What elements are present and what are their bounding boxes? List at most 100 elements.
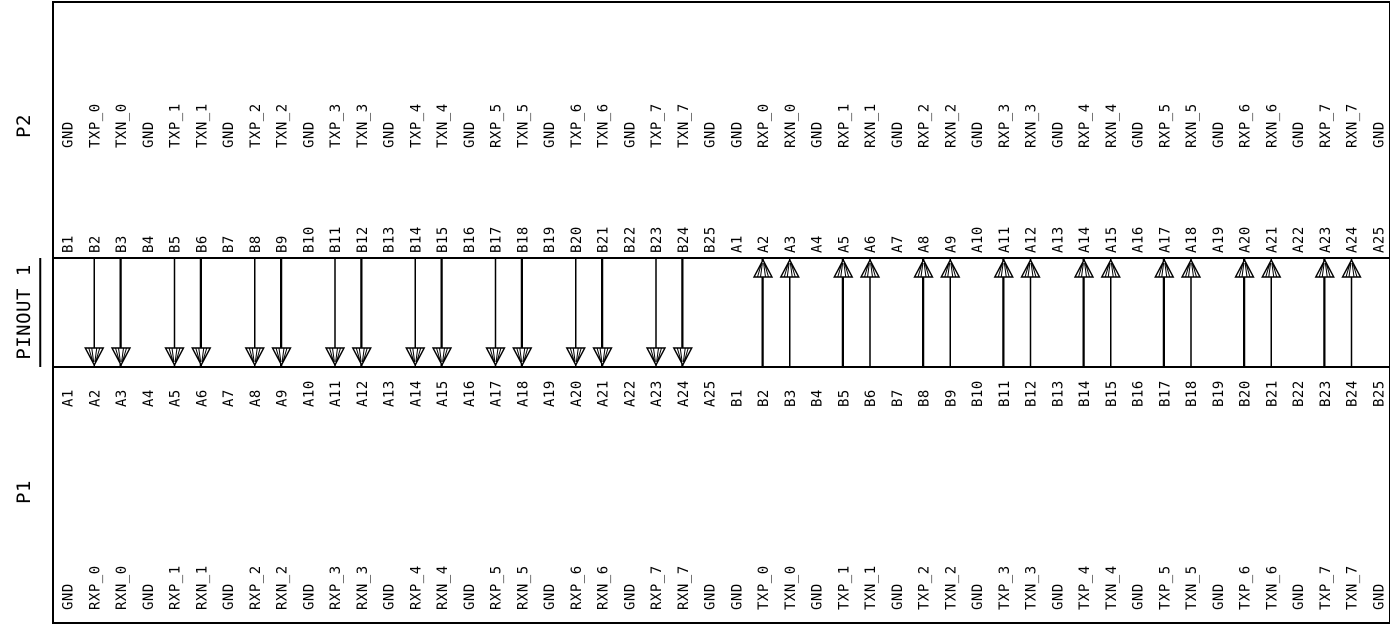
- p1-pin-label: B4: [810, 389, 826, 407]
- arrow-hatch: [362, 347, 368, 363]
- p2-signal-label: TXP_1: [168, 103, 184, 148]
- p2-signal-label: TXN_7: [676, 103, 692, 148]
- connection-up: [779, 258, 800, 367]
- p2-pin-labels: B1 B2 B3 B4 B5 B6 B7 B8 B9 B10 B11 B12 B13 B14 B15 B16 B…: [61, 226, 1388, 253]
- p2-signal-label: GND: [141, 121, 157, 148]
- p1-pin-label: A1: [61, 389, 77, 407]
- connection-down: [592, 258, 613, 367]
- p2-signal-label: RXP_1: [836, 103, 852, 148]
- p1-signal-label: TXP_2: [917, 565, 933, 610]
- p1-pin-label: B18: [1184, 380, 1200, 407]
- arrow-hatch: [656, 347, 659, 363]
- arrow-hatch: [947, 262, 951, 278]
- arrow-hatch: [1104, 262, 1110, 278]
- arrow-up: [1314, 258, 1335, 278]
- p1-signal-label: TXP_4: [1077, 565, 1093, 610]
- arrow-hatch: [282, 347, 288, 363]
- arrow-hatch: [783, 262, 789, 278]
- p1-signal-label: GND: [221, 583, 237, 610]
- p1-signal-label: GND: [141, 583, 157, 610]
- p2-signal-label: TXP_6: [569, 103, 585, 148]
- arrow-down: [324, 347, 346, 367]
- p2-signal-label: TXN_3: [355, 103, 371, 148]
- arrow-hatch: [195, 347, 201, 363]
- p1-signal-label: GND: [729, 583, 745, 610]
- p1-pin-label: A2: [87, 389, 103, 407]
- arrow-hatch: [870, 262, 876, 278]
- arrow-hatch: [944, 262, 950, 278]
- arrow-hatch: [275, 347, 281, 363]
- p2-signal-label: RXN_3: [1024, 103, 1040, 148]
- p1-signal-label: TXP_3: [997, 565, 1013, 610]
- p2-pin-label: B3: [114, 235, 130, 253]
- arrow-hatch: [602, 347, 606, 363]
- p1-pin-label: A5: [168, 389, 184, 407]
- connection-up: [833, 258, 854, 367]
- p1-pin-label: B6: [863, 389, 879, 407]
- arrow-hatch: [843, 262, 847, 278]
- p2-signal-label: RXN_0: [783, 103, 799, 148]
- connection-down: [512, 258, 533, 367]
- p1-signal-label: GND: [301, 583, 317, 610]
- p1-label: P1: [13, 480, 35, 504]
- p1-signal-label: GND: [622, 583, 638, 610]
- p2-pin-label: A23: [1318, 226, 1334, 253]
- arrow-hatch: [1348, 262, 1352, 278]
- connection-up: [1341, 258, 1362, 367]
- p1-signal-label: TXN_5: [1184, 565, 1200, 610]
- arrow-hatch: [415, 347, 419, 363]
- arrow-hatch: [1165, 262, 1171, 278]
- arrow-down: [485, 347, 506, 367]
- p2-signal-label: GND: [382, 121, 398, 148]
- arrow-hatch: [1078, 262, 1084, 278]
- arrow-hatch: [1265, 262, 1271, 278]
- arrow-hatch: [682, 347, 686, 363]
- arrow-hatch: [442, 347, 448, 363]
- p1-signal-label: TXN_6: [1264, 565, 1280, 610]
- connection-up: [859, 258, 881, 367]
- arrow-hatch: [1191, 262, 1194, 278]
- connection-up: [1261, 258, 1282, 367]
- p1-pin-label: B12: [1024, 380, 1040, 407]
- p1-pin-label: B5: [836, 389, 852, 407]
- connection-up: [1100, 258, 1121, 367]
- p1-pin-label: B8: [917, 389, 933, 407]
- p1-signal-label: GND: [61, 583, 77, 610]
- arrow-hatch: [1164, 262, 1168, 278]
- p2-pin-label: A12: [1024, 226, 1040, 253]
- connection-down: [645, 258, 667, 367]
- arrow-hatch: [1003, 262, 1007, 278]
- arrow-hatch: [495, 347, 499, 363]
- arrow-up: [1180, 258, 1202, 278]
- p2-signal-label: TXP_2: [248, 103, 264, 148]
- arrow-hatch: [95, 347, 101, 363]
- p2-signal-label: TXN_2: [275, 103, 291, 148]
- p1-signal-label: TXP_5: [1157, 565, 1173, 610]
- p2-pin-label: A24: [1345, 226, 1361, 253]
- arrow-hatch: [789, 262, 793, 278]
- p2-pin-label: A4: [810, 235, 826, 253]
- p1-pin-label: B14: [1077, 380, 1093, 407]
- p2-signal-label: TXN_6: [596, 103, 612, 148]
- p1-signal-label: GND: [382, 583, 398, 610]
- p2-signal-label: TXP_0: [87, 103, 103, 148]
- arrow-hatch: [951, 262, 957, 278]
- arrow-hatch: [439, 347, 442, 363]
- p2-pin-label: A18: [1184, 226, 1200, 253]
- p2-signal-label: RXP_5: [1157, 103, 1173, 148]
- arrow-hatch: [496, 347, 502, 363]
- arrow-hatch: [355, 347, 361, 363]
- arrow-hatch: [576, 347, 582, 363]
- connection-up: [1180, 258, 1202, 367]
- p1-pin-label: B3: [783, 389, 799, 407]
- p2-pin-label: A3: [783, 235, 799, 253]
- p2-signal-label: GND: [462, 121, 478, 148]
- arrow-up: [1234, 258, 1255, 278]
- arrow-hatch: [175, 347, 181, 363]
- connection-up: [1314, 258, 1335, 367]
- arrow-hatch: [683, 347, 689, 363]
- connection-up: [1020, 258, 1041, 367]
- arrow-hatch: [650, 347, 656, 363]
- p1-pin-label: A23: [649, 380, 665, 407]
